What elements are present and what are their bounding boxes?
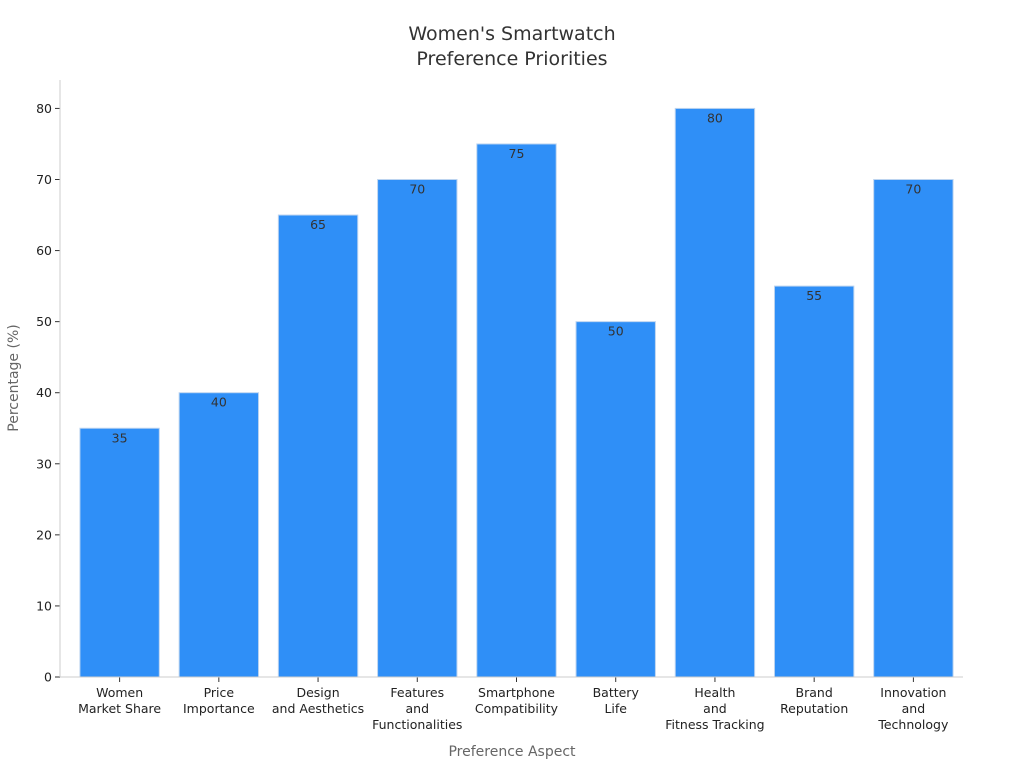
y-tick-label: 80 (36, 101, 52, 116)
bar-value-label: 70 (905, 182, 921, 197)
bar-value-label: 70 (409, 182, 425, 197)
y-tick-label: 60 (36, 243, 52, 258)
bar-value-label: 75 (509, 146, 525, 161)
y-tick-label: 0 (44, 670, 52, 685)
y-axis-label: Percentage (%) (6, 324, 22, 431)
y-tick-label: 10 (36, 598, 52, 613)
x-tick-label: Brand (796, 685, 833, 700)
x-tick-label: Fitness Tracking (665, 717, 764, 732)
chart-title-line-1: Women's Smartwatch (408, 23, 615, 45)
bar-value-label: 40 (211, 395, 227, 410)
x-tick-label: Compatibility (475, 701, 559, 716)
x-tick-label: Features (390, 685, 444, 700)
chart-title-line-2: Preference Priorities (416, 48, 607, 70)
bar-value-label: 65 (310, 217, 326, 232)
bar-value-label: 50 (608, 324, 624, 339)
x-tick-label: Women (96, 685, 143, 700)
bar-value-label: 55 (806, 288, 822, 303)
x-tick-label: Design (296, 685, 339, 700)
bar (476, 143, 557, 678)
x-tick-label: and (406, 701, 430, 716)
x-tick-label: Life (604, 701, 627, 716)
x-tick-label: Innovation (880, 685, 946, 700)
bar-value-label: 35 (112, 430, 128, 445)
bar (773, 285, 855, 678)
x-tick-label: Health (694, 685, 735, 700)
bar (575, 321, 656, 678)
bar (79, 427, 160, 678)
bar (873, 179, 954, 678)
x-tick-label: Market Share (78, 701, 161, 716)
x-tick-label: Importance (183, 701, 255, 716)
x-tick-label: Smartphone (478, 685, 555, 700)
x-axis-label: Preference Aspect (448, 744, 576, 760)
x-tick-label: and (902, 701, 926, 716)
bar (277, 214, 359, 678)
y-tick-label: 50 (36, 314, 52, 329)
x-tick-label: Battery (593, 685, 640, 700)
x-tick-label: Functionalities (372, 717, 462, 732)
bar (178, 392, 260, 678)
x-tick-label: Technology (877, 717, 949, 732)
bar (674, 107, 756, 678)
x-tick-label: Price (204, 685, 235, 700)
y-tick-label: 20 (36, 527, 52, 542)
y-tick-label: 30 (36, 456, 52, 471)
x-tick-label: and Aesthetics (272, 701, 364, 716)
y-tick-label: 40 (36, 385, 52, 400)
bar (377, 179, 458, 678)
bar-value-label: 80 (707, 110, 723, 125)
x-tick-label: and (703, 701, 727, 716)
y-tick-label: 70 (36, 172, 52, 187)
x-tick-label: Reputation (780, 701, 848, 716)
